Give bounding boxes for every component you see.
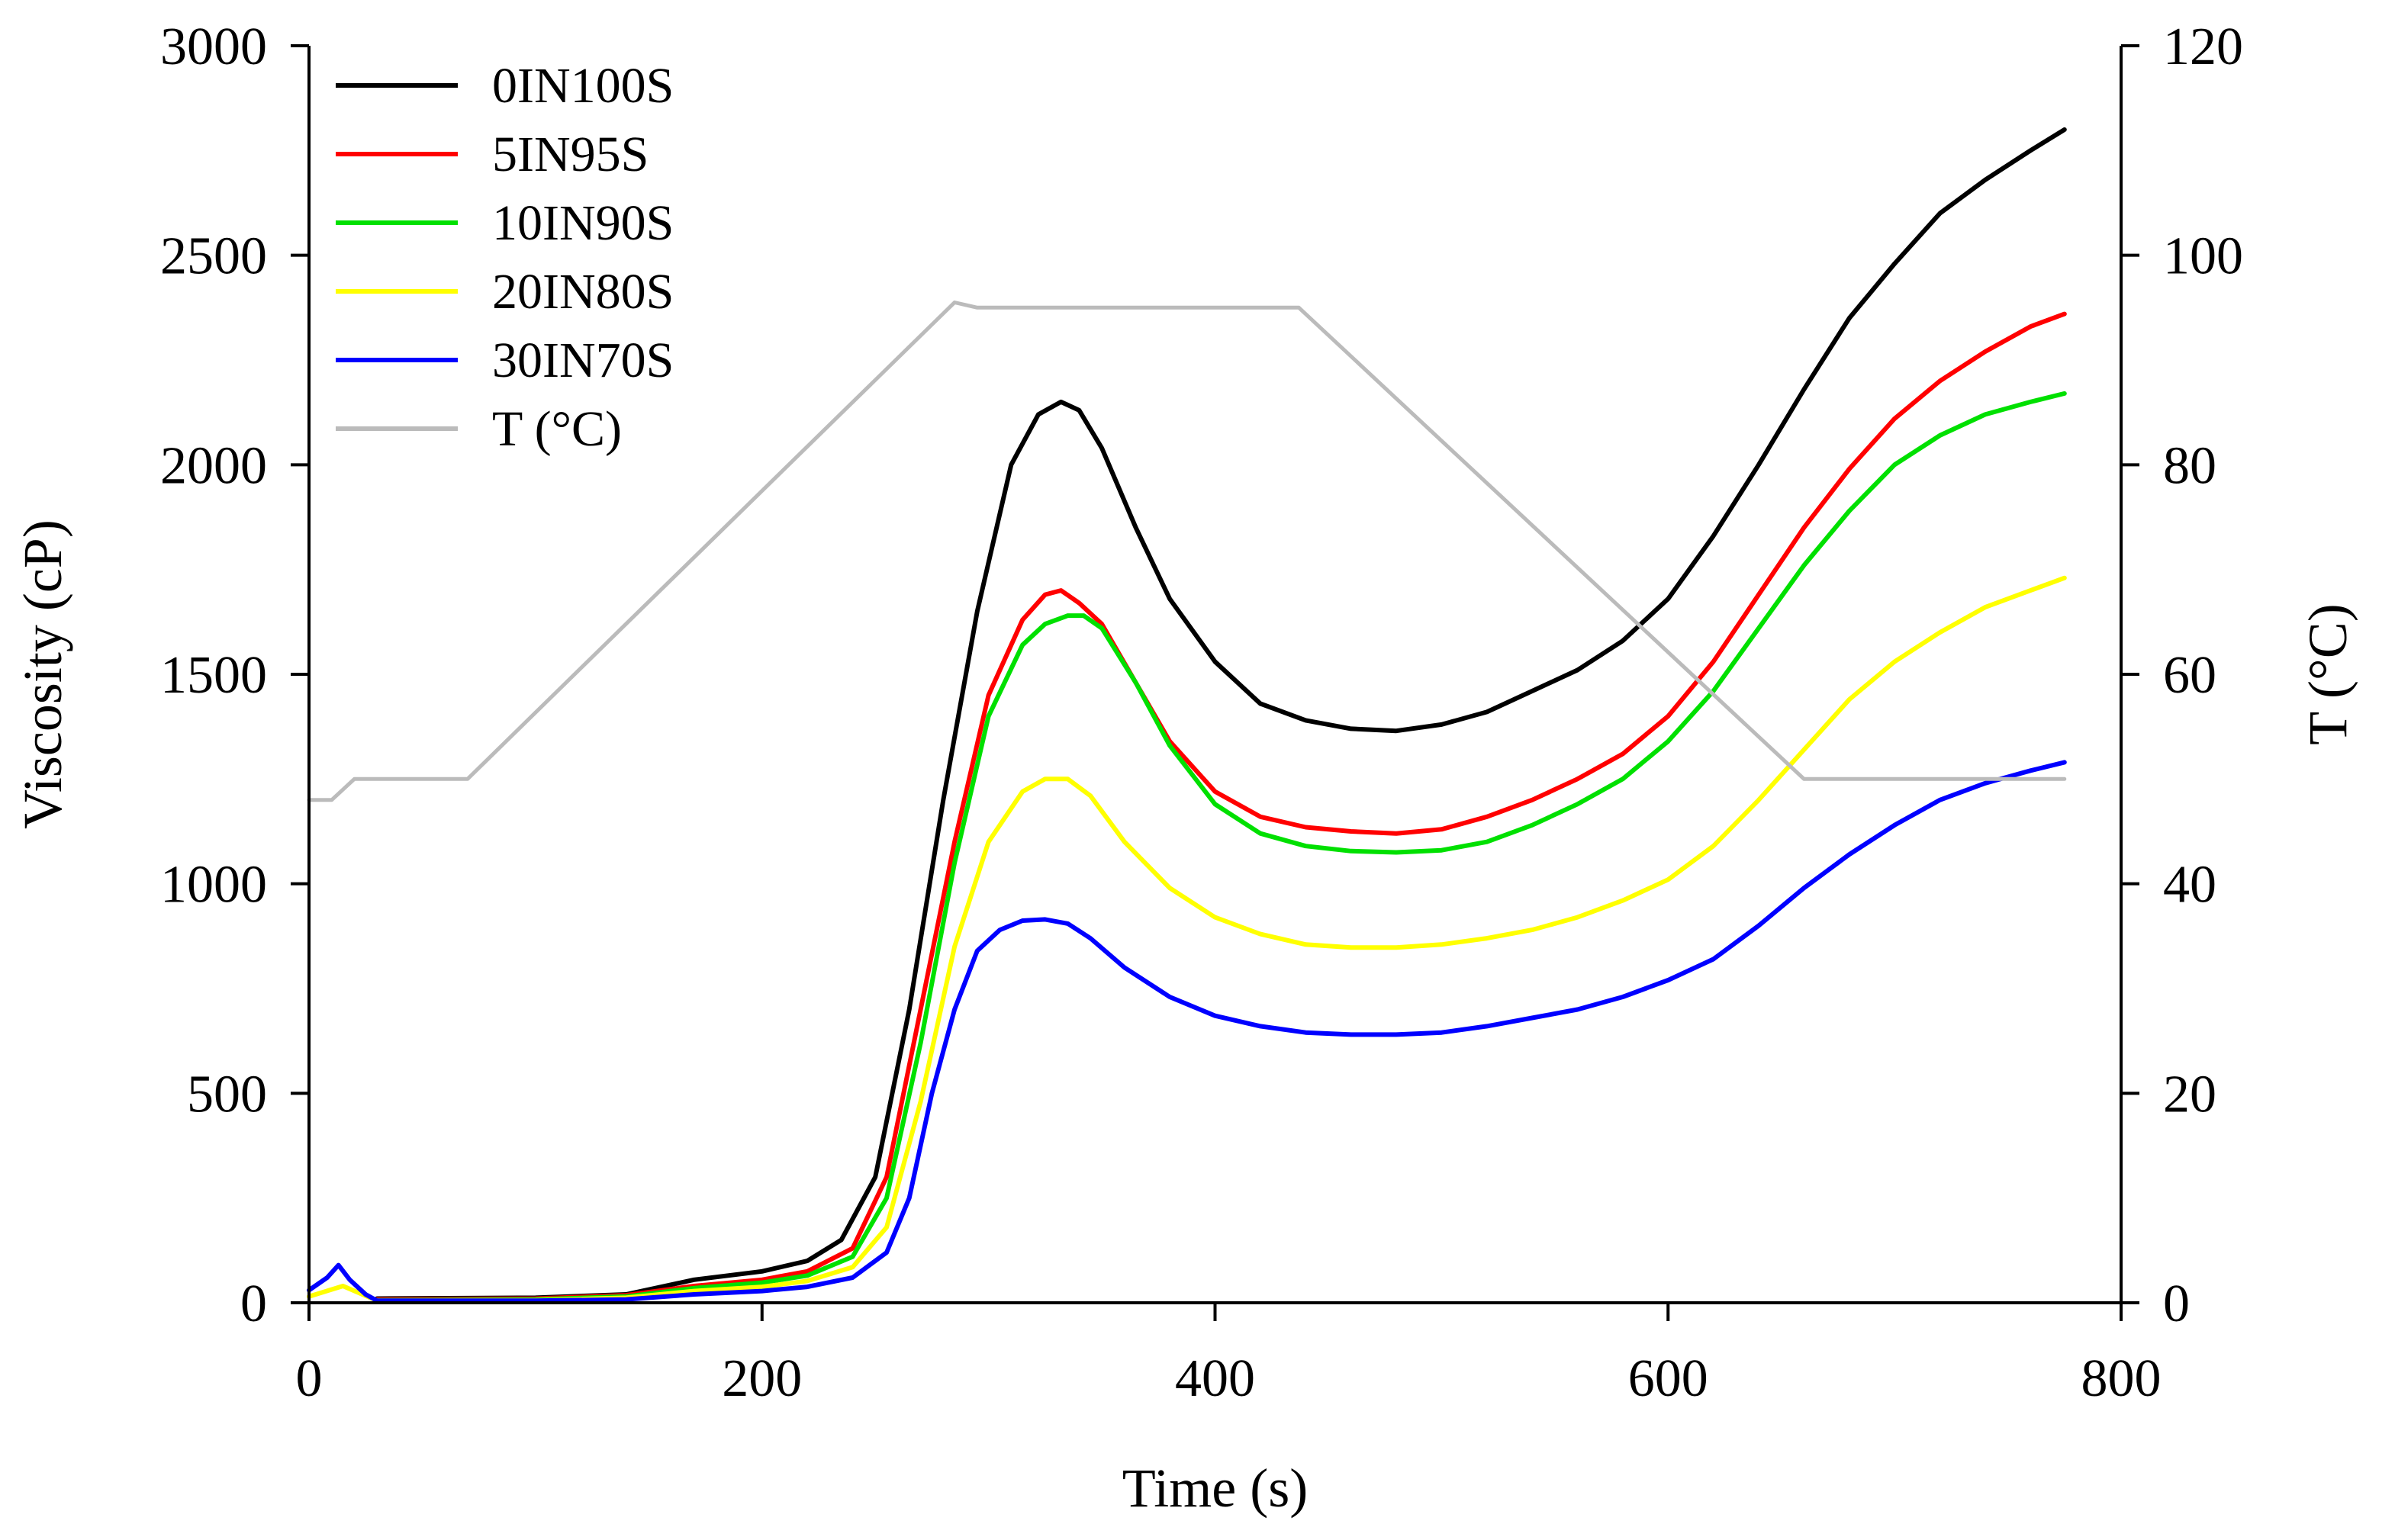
series-line-4 — [307, 575, 2067, 1304]
y2-tick-label: 100 — [2163, 227, 2243, 286]
plot-area — [307, 127, 2067, 1304]
series-line-6 — [307, 301, 2067, 802]
y2-axis-title: T (°C) — [2297, 603, 2358, 744]
legend-label: 30IN70S — [492, 333, 674, 388]
series-line-3 — [375, 391, 2067, 1303]
y2-tick-label: 40 — [2163, 856, 2216, 915]
y-tick-label: 1500 — [160, 646, 267, 705]
y-tick-label: 2000 — [160, 436, 267, 495]
y-tick-label: 500 — [187, 1065, 267, 1124]
y2-tick-label: 0 — [2163, 1275, 2190, 1333]
ticks: 0 200 400 600 800050010001500200025003000020… — [160, 18, 2243, 1408]
x-tick-label: 600 — [1628, 1349, 1708, 1408]
series-line-2 — [375, 311, 2067, 1302]
y-tick-label: 0 — [240, 1275, 267, 1333]
legend-label: 10IN90S — [492, 195, 674, 251]
y2-tick-label: 120 — [2163, 18, 2243, 76]
legend-label: 5IN95S — [492, 127, 649, 182]
x-tick-label: 0 — [296, 1349, 323, 1408]
x-tick-label: 800 — [2081, 1349, 2162, 1408]
y-tick-label: 2500 — [160, 227, 267, 286]
y-tick-label: 1000 — [160, 856, 267, 915]
y2-tick-label: 80 — [2163, 436, 2216, 495]
y2-tick-label: 20 — [2163, 1065, 2216, 1124]
legend: 0IN100S 5IN95S 10IN90S 20IN80S 30IN70S T (°C) — [336, 58, 674, 457]
x-tick-label: 200 — [722, 1349, 802, 1408]
legend-label: 20IN80S — [492, 264, 674, 320]
legend-label: T (°C) — [492, 401, 622, 457]
series-line-1 — [375, 127, 2067, 1301]
x-tick-label: 400 — [1175, 1349, 1255, 1408]
y2-tick-label: 60 — [2163, 646, 2216, 705]
legend-label: 0IN100S — [492, 58, 674, 114]
y-axis-title: Viscosity (cP) — [12, 519, 73, 829]
y-tick-label: 3000 — [160, 18, 267, 76]
x-axis-title: Time (s) — [1122, 1458, 1308, 1519]
series-line-5 — [307, 760, 2067, 1304]
